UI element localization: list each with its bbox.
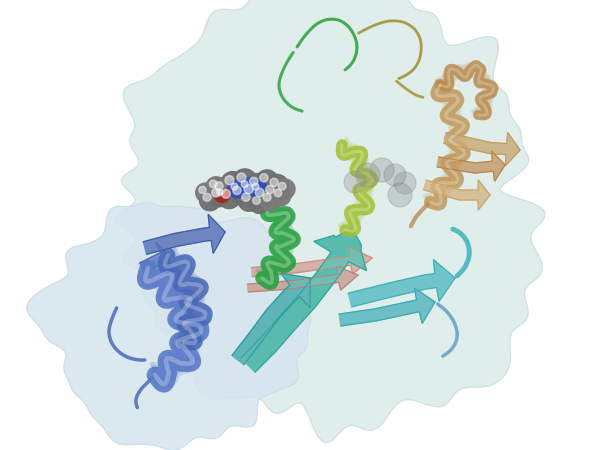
Polygon shape [339, 288, 435, 326]
Polygon shape [424, 180, 490, 210]
Circle shape [270, 178, 278, 186]
Circle shape [242, 193, 250, 201]
Circle shape [262, 182, 284, 203]
Circle shape [256, 170, 278, 192]
Polygon shape [140, 243, 171, 273]
Circle shape [266, 185, 274, 193]
Circle shape [221, 189, 230, 198]
Polygon shape [143, 215, 225, 254]
Circle shape [271, 186, 291, 206]
Circle shape [215, 182, 223, 190]
Circle shape [238, 189, 260, 211]
Polygon shape [232, 273, 310, 364]
Circle shape [208, 185, 230, 207]
Polygon shape [143, 215, 225, 254]
Circle shape [237, 173, 246, 182]
Circle shape [228, 180, 246, 198]
Circle shape [229, 183, 251, 204]
Circle shape [266, 175, 288, 196]
Circle shape [260, 190, 281, 211]
Circle shape [263, 194, 271, 201]
Circle shape [240, 180, 264, 205]
Polygon shape [248, 266, 358, 292]
Polygon shape [241, 228, 367, 372]
Circle shape [244, 184, 253, 194]
Polygon shape [248, 266, 358, 292]
Circle shape [246, 174, 268, 195]
Circle shape [384, 164, 406, 186]
Circle shape [253, 197, 260, 204]
Circle shape [231, 183, 238, 190]
Circle shape [218, 185, 241, 209]
Circle shape [233, 169, 257, 193]
Circle shape [249, 194, 269, 213]
Circle shape [260, 174, 268, 182]
Circle shape [217, 189, 223, 195]
Circle shape [394, 172, 416, 194]
Circle shape [225, 176, 234, 185]
Circle shape [388, 183, 412, 207]
Circle shape [344, 171, 366, 193]
Circle shape [221, 171, 245, 196]
Polygon shape [444, 133, 520, 166]
Circle shape [203, 194, 211, 201]
Circle shape [199, 190, 221, 211]
Polygon shape [251, 247, 372, 276]
Circle shape [238, 178, 256, 196]
Circle shape [206, 177, 226, 197]
Circle shape [274, 189, 282, 197]
Circle shape [241, 181, 248, 188]
Circle shape [252, 183, 259, 190]
Circle shape [209, 180, 217, 188]
Polygon shape [232, 273, 310, 364]
Circle shape [250, 177, 258, 185]
Polygon shape [27, 202, 310, 450]
Circle shape [249, 180, 267, 198]
Circle shape [370, 158, 394, 182]
Polygon shape [116, 0, 545, 442]
Circle shape [212, 189, 220, 197]
Circle shape [356, 163, 380, 187]
Polygon shape [437, 151, 505, 181]
Polygon shape [437, 151, 505, 181]
Circle shape [199, 186, 206, 194]
Circle shape [275, 179, 295, 199]
Circle shape [214, 186, 230, 202]
Circle shape [211, 178, 233, 200]
Circle shape [251, 184, 274, 207]
Polygon shape [241, 228, 367, 372]
Circle shape [278, 182, 286, 190]
Polygon shape [349, 260, 455, 307]
Circle shape [233, 186, 241, 194]
Polygon shape [339, 288, 435, 326]
Circle shape [196, 183, 215, 202]
Polygon shape [444, 133, 520, 166]
Polygon shape [349, 260, 455, 307]
Circle shape [255, 188, 264, 197]
Polygon shape [251, 247, 372, 276]
Polygon shape [140, 243, 171, 273]
Polygon shape [424, 180, 490, 210]
